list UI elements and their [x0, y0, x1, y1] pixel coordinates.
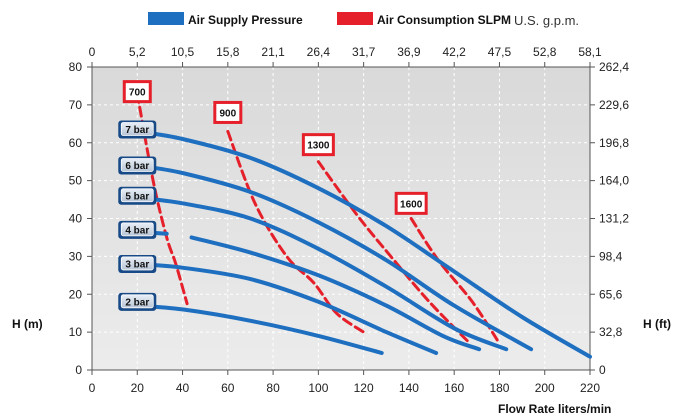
consumption-badges: 700 900 1300 1600 [122, 80, 428, 215]
y-tick-label-right: 32,8 [599, 325, 623, 339]
consumption-line-700 [135, 92, 189, 306]
x-tick-label: 20 [131, 381, 145, 395]
top-tick-label: 5,2 [129, 45, 146, 59]
pressure-line-4-bar [189, 235, 482, 352]
legend-label-pressure: Air Supply Pressure [188, 13, 303, 27]
pressure-line-7-bar [135, 129, 592, 359]
pressure-line-6-bar [135, 163, 534, 352]
pressure-badge-4-bar: 4 bar [118, 220, 157, 239]
y-axis-title-left: H (m) [12, 317, 43, 331]
consumption-badge-frame [122, 80, 152, 104]
consumption-badge-frame [394, 191, 428, 215]
pressure-badge-label: 3 bar [125, 259, 149, 270]
pressure-badge-7-bar: 7 bar [118, 120, 157, 139]
consumption-badge-label: 1300 [307, 141, 330, 152]
legend: Air Supply Pressure Air Consumption SLPM… [148, 12, 579, 28]
y-tick-label-left: 10 [69, 325, 83, 339]
pressure-badge-face [120, 294, 154, 309]
y-tick-label-left: 50 [69, 174, 83, 188]
y-tick-label-left: 40 [69, 212, 83, 226]
top-tick-label: 10,5 [171, 45, 195, 59]
pressure-lines [135, 129, 592, 359]
consumption-badge-1300: 1300 [301, 133, 335, 157]
top-tick-label: 52,8 [533, 45, 557, 59]
pressure-badge-label: 2 bar [125, 297, 149, 308]
pressure-badge-face [120, 122, 154, 136]
pressure-badge-label: 4 bar [125, 225, 149, 236]
x-tick-label: 80 [266, 381, 280, 395]
consumption-badge-frame [301, 133, 335, 157]
top-tick-label: 42,2 [443, 45, 467, 59]
top-tick-label: 21,1 [261, 45, 285, 59]
x-tick-label: 160 [444, 381, 464, 395]
x-axis-title: Flow Rate liters/min [498, 402, 611, 416]
y-axis-title-right: H (ft) [643, 317, 671, 331]
y-tick-label-right: 262,4 [599, 60, 629, 74]
y-tick-label-right: 65,6 [599, 287, 623, 301]
y-tick-label-right: 0 [599, 363, 606, 377]
y-tick-label-right: 196,8 [599, 136, 629, 150]
consumption-badge-900: 900 [213, 100, 243, 124]
consumption-badge-label: 900 [219, 108, 236, 119]
x-tick-label: 220 [580, 381, 600, 395]
top-tick-label: 26,4 [307, 45, 331, 59]
top-tick-label: 0 [89, 45, 96, 59]
y-tick-label-right: 164,0 [599, 174, 629, 188]
y-tick-label-right: 98,4 [599, 249, 623, 263]
y-tick-label-right: 131,2 [599, 212, 629, 226]
y-tick-label-right: 229,6 [599, 98, 629, 112]
x-tick-label: 120 [354, 381, 374, 395]
pressure-badge-face [120, 222, 154, 237]
pressure-badge-label: 6 bar [125, 161, 149, 172]
x-tick-label: 200 [535, 381, 555, 395]
consumption-badge-label: 700 [129, 88, 146, 99]
pressure-badge-face [120, 188, 154, 203]
x-tick-label: 100 [308, 381, 328, 395]
consumption-badge-label: 1600 [400, 199, 423, 210]
pressure-badge-face [120, 158, 154, 172]
y-tick-label-left: 20 [69, 287, 83, 301]
consumption-badge-frame [213, 100, 243, 124]
x-tick-label: 60 [221, 381, 235, 395]
consumption-badge-700: 700 [122, 80, 152, 104]
y-tick-label-left: 80 [69, 60, 83, 74]
x-tick-label: 40 [176, 381, 190, 395]
pressure-badge-label: 5 bar [125, 191, 149, 202]
consumption-badge-1600: 1600 [394, 191, 428, 215]
x-tick-label: 0 [89, 381, 96, 395]
consumption-line-1300 [316, 160, 472, 345]
x-tick-label: 140 [399, 381, 419, 395]
pressure-line-5-bar [135, 195, 509, 352]
pressure-badge-3-bar: 3 bar [118, 254, 157, 273]
top-axis-title: U.S. g.p.m. [514, 13, 579, 28]
pressure-badges: 7 bar 6 bar 5 bar 4 bar 3 bar 2 bar [118, 120, 157, 311]
axes [87, 62, 595, 375]
pressure-line-2-bar [135, 303, 384, 355]
legend-swatch-consumption [337, 12, 373, 25]
top-tick-label: 36,9 [397, 45, 421, 59]
tick-labels: 00205,24010,56015,88021,110026,412031,71… [69, 45, 630, 395]
pressure-badge-2-bar: 2 bar [118, 292, 157, 311]
y-tick-label-left: 60 [69, 136, 83, 150]
top-tick-label: 58,1 [578, 45, 602, 59]
pressure-badge-5-bar: 5 bar [118, 186, 157, 205]
pressure-line-3-bar [135, 261, 439, 355]
top-tick-label: 47,5 [488, 45, 512, 59]
legend-label-consumption: Air Consumption SLPM [377, 13, 511, 27]
grid [91, 66, 591, 371]
x-tick-label: 180 [489, 381, 509, 395]
top-tick-label: 15,8 [216, 45, 240, 59]
y-tick-label-left: 70 [69, 98, 83, 112]
y-tick-label-left: 0 [75, 363, 82, 377]
pressure-badge-face [120, 256, 154, 271]
pressure-badge-6-bar: 6 bar [118, 156, 157, 175]
legend-swatch-pressure [148, 12, 184, 25]
top-tick-label: 31,7 [352, 45, 376, 59]
y-tick-label-left: 30 [69, 249, 83, 263]
pressure-badge-label: 7 bar [125, 125, 149, 136]
